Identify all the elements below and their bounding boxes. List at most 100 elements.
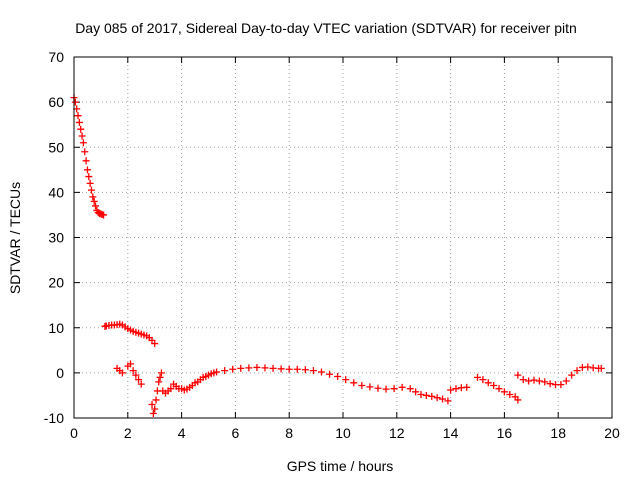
data-point	[82, 157, 90, 165]
grid-lines	[74, 57, 612, 418]
data-point	[479, 376, 487, 384]
data-point	[277, 365, 285, 373]
y-tick-label: 30	[48, 230, 64, 246]
data-point	[301, 366, 309, 374]
data-point	[317, 368, 325, 376]
y-tick-label: 0	[56, 365, 64, 381]
x-tick-label: 16	[497, 425, 513, 441]
x-tick-label: 18	[550, 425, 566, 441]
data-point	[86, 179, 94, 187]
data-point	[71, 98, 79, 106]
data-point	[78, 132, 86, 140]
data-point	[382, 385, 390, 393]
data-point	[213, 368, 221, 376]
data-point	[500, 388, 508, 396]
data-point	[398, 383, 406, 391]
data-point	[167, 385, 175, 393]
data-point	[137, 380, 145, 388]
data-point	[342, 376, 350, 384]
y-tick-label: 70	[48, 49, 64, 65]
y-tick-label: 50	[48, 139, 64, 155]
data-point	[452, 385, 460, 393]
data-point	[92, 202, 100, 210]
data-point	[77, 125, 85, 133]
y-tick-label: 10	[48, 320, 64, 336]
data-point	[90, 197, 98, 205]
data-point	[490, 382, 498, 390]
data-point	[525, 377, 533, 385]
data-point	[390, 385, 398, 393]
data-point	[546, 380, 554, 388]
y-axis-label: SDTVAR / TECUs	[7, 182, 23, 294]
data-point	[463, 383, 471, 391]
data-point	[568, 371, 576, 379]
x-tick-label: 8	[285, 425, 293, 441]
data-point	[374, 384, 382, 392]
data-point	[474, 373, 481, 381]
data-point	[428, 392, 436, 400]
data-point	[358, 382, 366, 390]
data-point	[151, 405, 159, 413]
data-point	[562, 377, 570, 385]
x-tick-label: 4	[178, 425, 186, 441]
data-point	[433, 394, 441, 402]
data-point	[229, 365, 237, 373]
data-point	[439, 395, 447, 403]
data-point	[422, 391, 430, 399]
data-point	[87, 186, 95, 194]
data-point	[519, 376, 527, 384]
plot-frame	[73, 56, 613, 419]
data-point	[366, 383, 374, 391]
data-point	[75, 118, 83, 126]
data-point	[514, 371, 522, 379]
data-point	[557, 381, 565, 389]
data-point	[597, 364, 605, 372]
data-point	[221, 367, 229, 375]
data-point	[350, 379, 358, 387]
y-tick-label: 40	[48, 184, 64, 200]
data-point	[152, 396, 160, 404]
data-point	[406, 385, 414, 393]
data-point	[149, 409, 157, 417]
data-point	[573, 367, 581, 375]
chart-title: Day 085 of 2017, Sidereal Day-to-day VTE…	[75, 20, 577, 36]
data-point	[447, 386, 455, 394]
data-point	[148, 400, 156, 408]
x-tick-label: 14	[443, 425, 459, 441]
data-point	[506, 391, 514, 399]
data-point	[83, 166, 91, 174]
data-point	[285, 365, 293, 373]
x-tick-label: 20	[604, 425, 620, 441]
data-point	[155, 378, 163, 386]
data-point	[89, 193, 97, 201]
data-point	[85, 173, 93, 181]
data-point	[237, 364, 245, 372]
data-point	[79, 139, 87, 147]
data-point	[151, 340, 159, 348]
x-axis-label: GPS time / hours	[287, 458, 394, 474]
x-tick-label: 2	[124, 425, 132, 441]
x-tick-label: 12	[389, 425, 405, 441]
y-tick-label: -10	[44, 410, 64, 426]
data-point	[412, 388, 420, 396]
data-point	[156, 373, 164, 381]
data-point	[100, 211, 108, 219]
data-point	[118, 369, 126, 377]
data-point	[484, 379, 492, 387]
data-markers	[70, 94, 605, 417]
data-point	[514, 396, 522, 404]
data-point	[541, 378, 549, 386]
data-point	[129, 367, 137, 375]
data-point	[81, 148, 89, 156]
data-point	[269, 364, 277, 372]
data-point	[126, 360, 134, 368]
data-point	[135, 376, 143, 384]
data-point	[157, 369, 165, 377]
x-axis-tick-labels: 0 2 4 6 8 10 12 14 16 18 20	[70, 425, 620, 441]
data-point	[334, 372, 342, 380]
x-tick-label: 6	[232, 425, 240, 441]
data-point	[309, 367, 317, 375]
x-tick-label: 0	[70, 425, 78, 441]
data-point	[261, 364, 269, 372]
